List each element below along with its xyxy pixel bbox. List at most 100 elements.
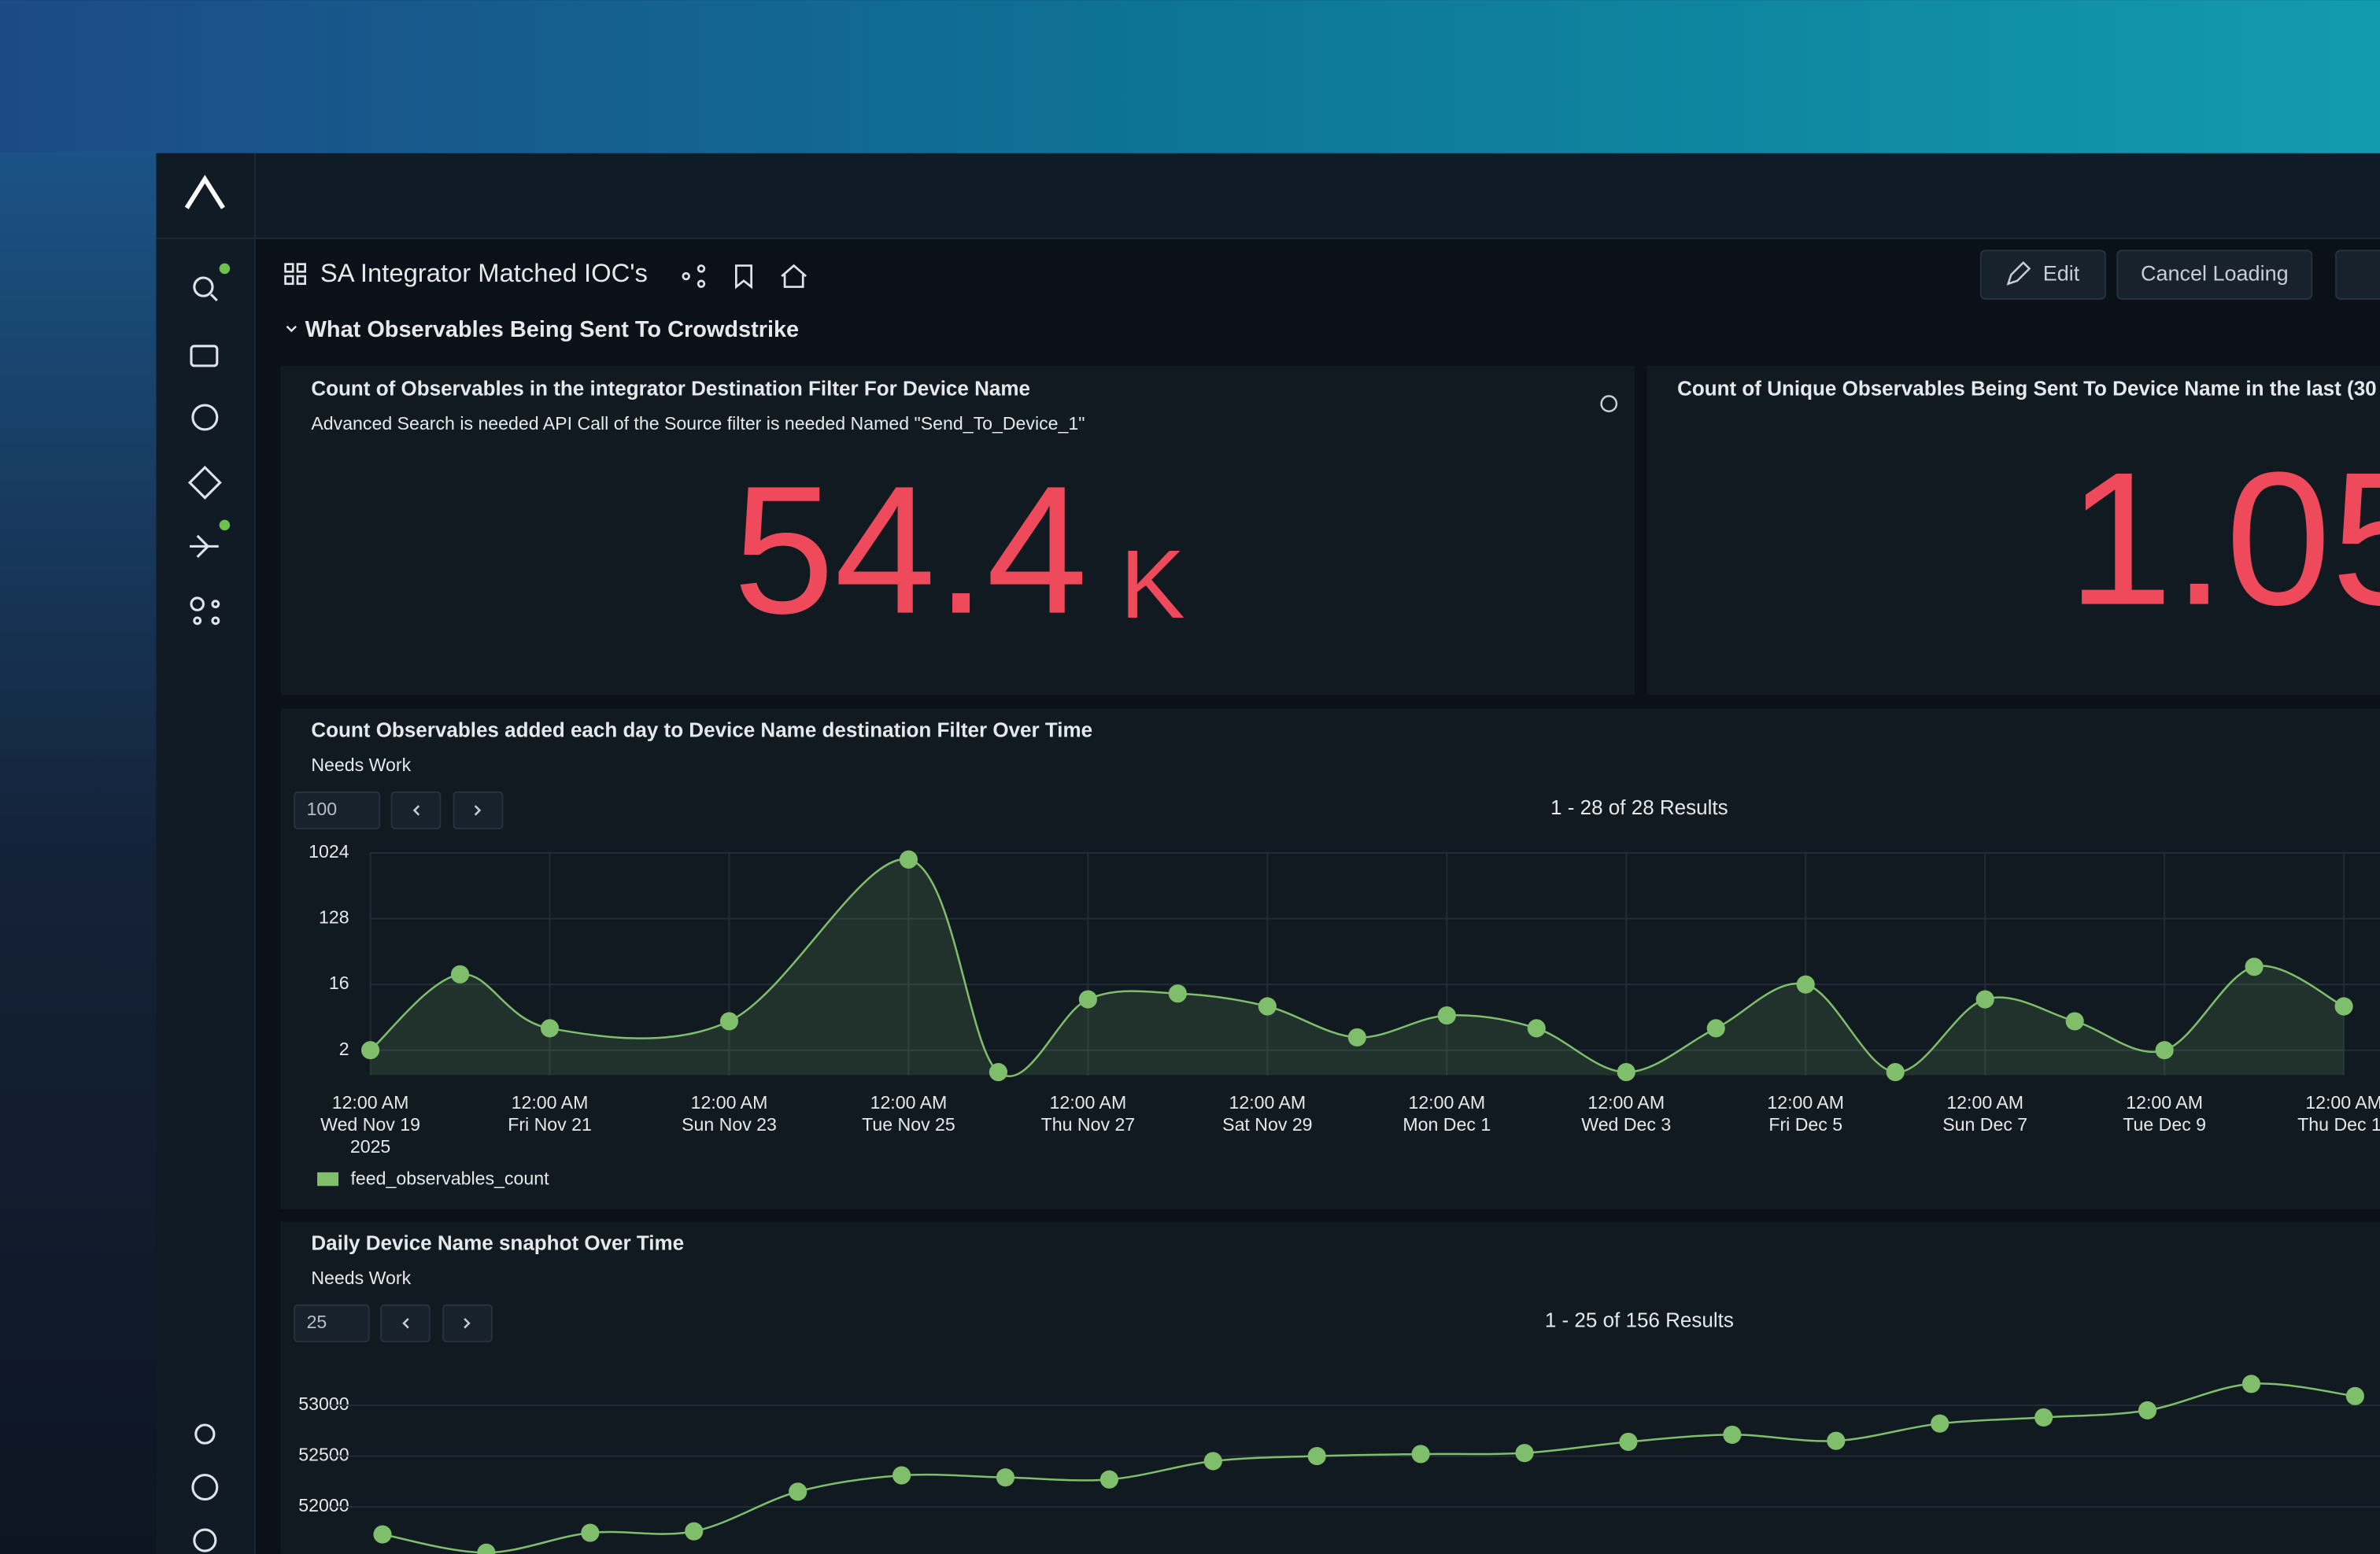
- x-tick-label: 12:00 AM: [1408, 1092, 1485, 1113]
- data-point: [2065, 1012, 2084, 1031]
- data-point: [1827, 1431, 1846, 1450]
- status-dot: [219, 263, 231, 275]
- series-line: [369, 858, 2345, 1078]
- time-button[interactable]: [2335, 249, 2380, 300]
- x-tick-label: 12:00 AM: [1050, 1092, 1127, 1113]
- data-point: [2241, 1375, 2261, 1393]
- chart-panel: [280, 708, 2380, 1210]
- data-point: [1886, 1063, 1905, 1082]
- data-point: [1203, 1452, 1222, 1471]
- data-point: [2155, 1041, 2174, 1060]
- data-point: [989, 1063, 1007, 1082]
- backdrop: [0, 0, 2380, 155]
- sidebar-icons: [187, 276, 222, 1552]
- collapse-icon[interactable]: [286, 325, 297, 333]
- x-tick-label: Tue Dec 9: [2123, 1114, 2206, 1135]
- top-bar: [156, 153, 2380, 238]
- title-actions[interactable]: [682, 264, 807, 290]
- x-tick-label: 12:00 AM: [2305, 1092, 2380, 1113]
- chart-title: Count Observables added each day to Devi…: [311, 718, 1092, 742]
- x-tick-label: 12:00 AM: [691, 1092, 768, 1113]
- data-point: [1078, 990, 1097, 1009]
- dashboard-icon: [284, 263, 306, 286]
- series-line: [382, 1382, 2356, 1554]
- pager-button[interactable]: [380, 1304, 431, 1342]
- chart-title: Daily Device Name snaphot Over Time: [311, 1231, 684, 1254]
- panel-title: Count of Observables in the integrator D…: [311, 377, 1030, 400]
- x-tick-label: 12:00 AM: [1229, 1092, 1306, 1113]
- data-point: [1515, 1444, 1534, 1463]
- x-tick-label: Thu Nov 27: [1041, 1114, 1136, 1135]
- y-tick-label: 2: [339, 1039, 349, 1059]
- sidebar: [156, 153, 255, 1554]
- data-point: [373, 1525, 392, 1544]
- x-tick-label: Wed Dec 3: [1581, 1114, 1671, 1135]
- x-tick-label: Tue Nov 25: [862, 1114, 955, 1135]
- chart-panel: [280, 1221, 2380, 1554]
- legend-label: feed_observables_count: [351, 1168, 550, 1189]
- data-point: [1411, 1445, 1430, 1464]
- data-point: [2334, 997, 2353, 1016]
- area: [370, 858, 2345, 1076]
- data-point: [1931, 1414, 1949, 1433]
- y-tick-label: 52500: [298, 1445, 349, 1465]
- refresh-icon[interactable]: [1600, 395, 1618, 412]
- pager-button[interactable]: [390, 791, 442, 830]
- x-tick-label: Fri Dec 5: [1768, 1114, 1842, 1135]
- data-point: [1706, 1019, 1725, 1038]
- page-size-select[interactable]: [294, 791, 381, 830]
- edit-label[interactable]: Edit: [2043, 261, 2080, 285]
- data-point: [1619, 1432, 1638, 1452]
- data-point: [1437, 1006, 1456, 1025]
- x-tick-label: Sun Nov 23: [682, 1114, 777, 1135]
- data-point: [2034, 1408, 2053, 1427]
- data-point: [450, 965, 470, 984]
- page-size-select[interactable]: [294, 1304, 370, 1342]
- chart-subtitle: Needs Work: [311, 755, 411, 775]
- results-count: 1 - 28 of 28 Results: [1550, 795, 1728, 819]
- data-point: [2245, 958, 2264, 976]
- pager-arrow: [412, 805, 420, 816]
- y-tick-label: 1024: [309, 841, 349, 862]
- backdrop: [0, 151, 158, 1554]
- x-tick-label: Mon Dec 1: [1402, 1114, 1491, 1135]
- x-tick-label: 12:00 AM: [2126, 1092, 2203, 1113]
- x-tick-label: 12:00 AM: [1946, 1092, 2023, 1113]
- big-number-unit: K: [1120, 530, 1184, 639]
- data-point: [893, 1466, 911, 1485]
- pager-button[interactable]: [453, 791, 504, 830]
- data-point: [1527, 1019, 1546, 1038]
- y-tick-label: 52000: [298, 1495, 349, 1515]
- x-tick-label: Sun Dec 7: [1942, 1114, 2027, 1135]
- pager-button[interactable]: [442, 1304, 493, 1342]
- pager-arrow: [474, 805, 482, 816]
- data-point: [1307, 1446, 1326, 1466]
- dashboard-title: SA Integrator Matched IOC's: [320, 258, 648, 287]
- edit-button[interactable]: [1979, 249, 2106, 300]
- x-tick-label: 12:00 AM: [1767, 1092, 1844, 1113]
- edit-icon: [2006, 260, 2031, 286]
- x-tick-label: 12:00 AM: [512, 1092, 589, 1113]
- y-tick-label: 53000: [298, 1393, 349, 1414]
- chart-subtitle: Needs Work: [311, 1268, 411, 1288]
- x-tick-label: Fri Nov 21: [508, 1114, 592, 1135]
- big-number: 54.4: [734, 449, 1088, 652]
- cancel-button[interactable]: [2116, 249, 2313, 300]
- data-point: [581, 1523, 600, 1542]
- cancel-label[interactable]: Cancel Loading: [2141, 261, 2289, 285]
- panel-title: Count of Unique Observables Being Sent T…: [1677, 377, 2380, 400]
- data-point: [1796, 975, 1815, 994]
- data-point: [540, 1019, 560, 1038]
- data-point: [789, 1482, 808, 1501]
- page-size[interactable]: 100: [307, 799, 338, 819]
- data-point: [1099, 1470, 1118, 1489]
- data-point: [1617, 1063, 1635, 1082]
- data-point: [2345, 1386, 2364, 1405]
- y-tick-label: 128: [319, 907, 349, 928]
- data-point: [1347, 1028, 1366, 1047]
- x-tick-label: 12:00 AM: [1587, 1092, 1665, 1113]
- page-size[interactable]: 25: [307, 1312, 327, 1332]
- data-point: [1975, 990, 1994, 1009]
